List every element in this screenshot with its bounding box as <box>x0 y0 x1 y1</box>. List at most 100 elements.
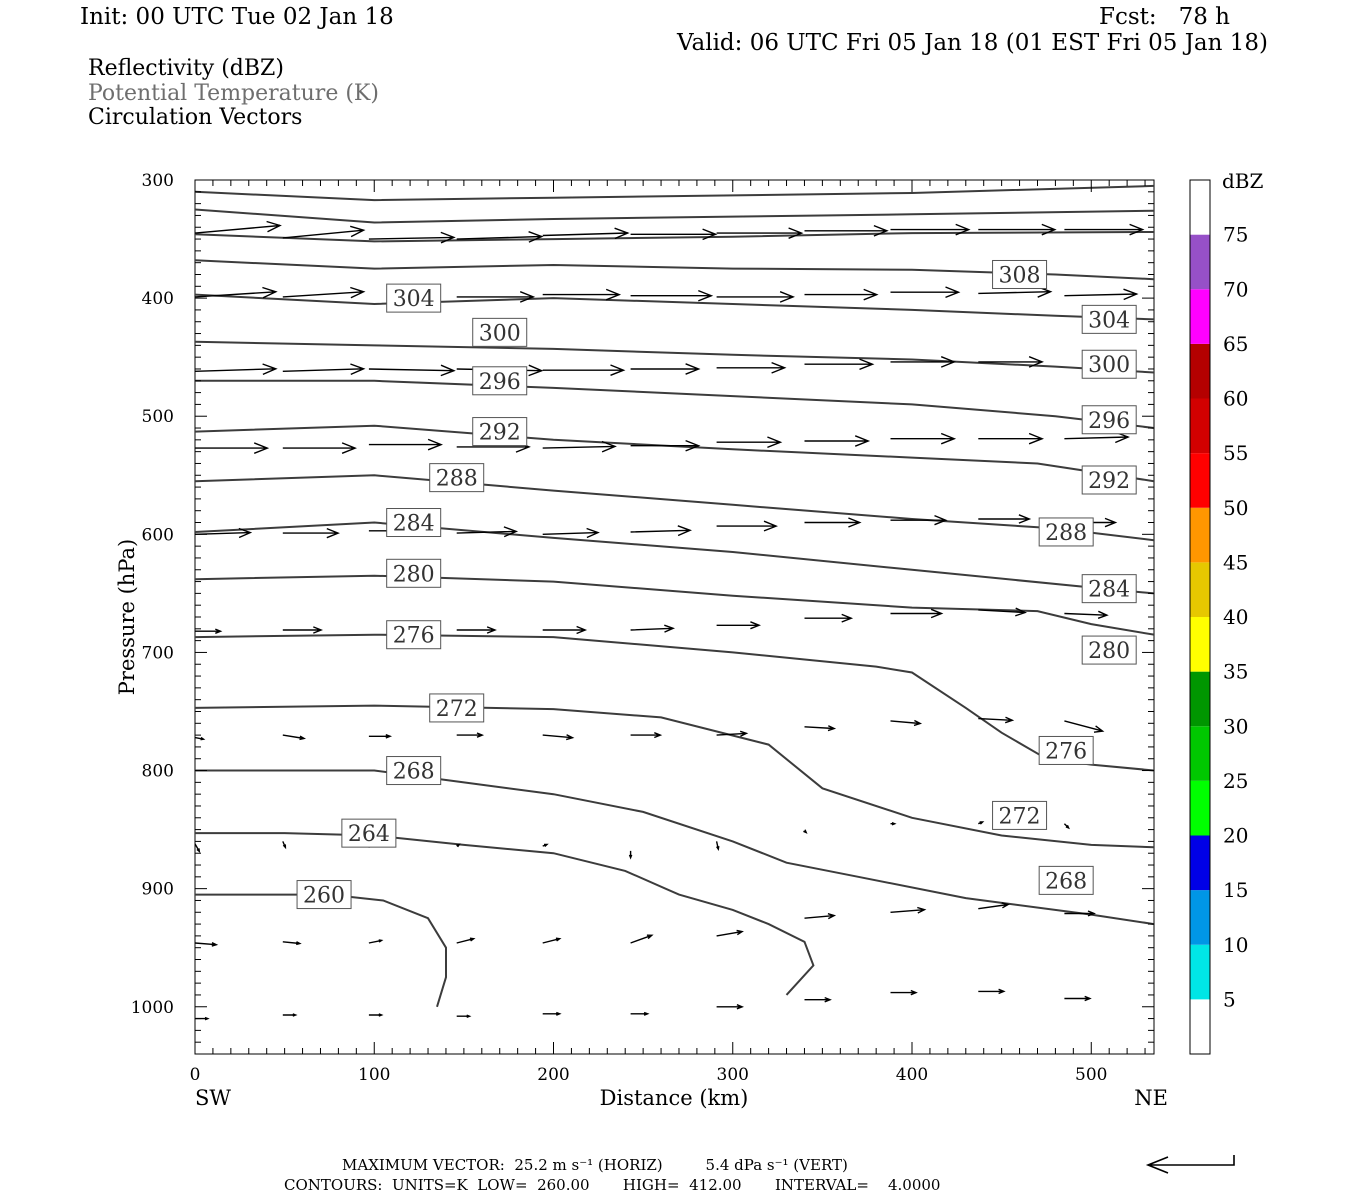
circulation-vector <box>195 843 201 854</box>
circulation-vector <box>978 432 1045 445</box>
x-axis-left-end-label: SW <box>195 1086 231 1110</box>
contour-label-304: 304 <box>1088 308 1130 333</box>
y-tick-label: 300 <box>142 171 174 191</box>
colorbar-segment <box>1190 180 1210 235</box>
circulation-vector <box>804 996 832 1003</box>
circulation-vector <box>630 934 654 944</box>
circulation-vector <box>630 363 701 375</box>
colorbar-unit: dBZ <box>1222 169 1264 193</box>
colorbar-segment <box>1190 999 1210 1054</box>
circulation-vector <box>456 526 519 538</box>
theta-contour-308 <box>195 259 1154 281</box>
init-time: Init: 00 UTC Tue 02 Jan 18 <box>80 4 394 30</box>
contour-label-284: 284 <box>1088 578 1130 603</box>
reference-vector <box>1145 1155 1235 1174</box>
circulation-vector <box>890 906 927 914</box>
valid-time: Valid: 06 UTC Fri 05 Jan 18 (01 EST Fri … <box>677 30 1268 56</box>
x-tick-label: 400 <box>896 1065 928 1085</box>
x-tick-label: 500 <box>1075 1065 1107 1085</box>
circulation-vector <box>542 734 575 741</box>
circulation-vector <box>195 363 278 376</box>
circulation-vector <box>715 841 720 851</box>
circulation-vector <box>630 732 663 739</box>
circulation-vector <box>630 228 718 241</box>
circulation-vector <box>716 621 761 630</box>
contour-label-box <box>429 693 485 723</box>
field-reflectivity: Reflectivity (dBZ) <box>88 56 284 81</box>
colorbar-segment <box>1190 671 1210 727</box>
circulation-vector <box>542 288 622 301</box>
contour-label-box <box>386 508 442 538</box>
circulation-vector <box>542 843 549 848</box>
theta-contour-304 <box>195 293 1154 321</box>
colorbar-label: 35 <box>1223 660 1248 684</box>
circulation-vector <box>282 442 357 454</box>
contour-label-box <box>1081 465 1137 495</box>
contour-label-296: 296 <box>1088 409 1130 434</box>
circulation-vector <box>804 517 862 528</box>
contour-label-box <box>1038 865 1094 895</box>
theta-contour-320 <box>195 184 1154 202</box>
circulation-vector <box>456 1014 472 1018</box>
circulation-vector <box>978 821 985 825</box>
circulation-vector <box>628 850 633 860</box>
x-axis-right-end-label: NE <box>1134 1086 1168 1110</box>
circulation-vector <box>978 607 1027 617</box>
contour-label-284: 284 <box>393 512 435 537</box>
contour-label-272: 272 <box>436 697 478 722</box>
y-tick-label: 700 <box>142 643 174 663</box>
colorbar-segment <box>1190 507 1210 563</box>
colorbar-label: 20 <box>1223 824 1248 848</box>
y-tick-label: 500 <box>142 407 174 427</box>
circulation-vector <box>195 736 206 741</box>
y-tick-label: 800 <box>142 762 174 782</box>
contour-label-288: 288 <box>436 467 478 492</box>
x-tick-label: 300 <box>717 1065 749 1085</box>
colorbar-label: 5 <box>1223 987 1236 1011</box>
contour-label-260: 260 <box>303 884 345 909</box>
y-tick-label: 400 <box>142 289 174 309</box>
circulation-vector <box>978 356 1044 368</box>
circulation-vector <box>456 231 544 243</box>
circulation-vector <box>282 626 323 634</box>
circulation-vector <box>890 514 948 526</box>
circulation-vector <box>195 442 270 454</box>
contour-label-300: 300 <box>479 321 521 346</box>
circulation-vector <box>716 1004 745 1010</box>
y-tick-label: 900 <box>142 880 174 900</box>
contour-label-292: 292 <box>1088 469 1130 494</box>
contour-label-280: 280 <box>1088 639 1130 664</box>
circulation-vector <box>1063 823 1070 830</box>
circulation-vector <box>456 626 497 634</box>
colorbar-label: 60 <box>1223 387 1248 411</box>
contour-label-box <box>296 880 352 910</box>
circulation-vector <box>368 438 443 451</box>
colorbar-label: 15 <box>1223 878 1248 902</box>
colorbar-label: 30 <box>1223 714 1248 738</box>
contour-label-box <box>472 417 528 447</box>
contour-label-box <box>992 800 1048 830</box>
contour-label-box <box>1081 304 1137 334</box>
contour-label-box <box>1081 349 1137 379</box>
colorbar-label: 25 <box>1223 769 1248 793</box>
circulation-vector <box>282 527 340 539</box>
circulation-vector <box>716 361 787 374</box>
y-axis-label: Pressure (hPa) <box>115 539 139 695</box>
contour-label-box <box>386 620 442 650</box>
circulation-vector <box>978 716 1015 724</box>
contour-label-box <box>386 756 442 786</box>
circulation-vector <box>804 725 837 732</box>
circulation-vector <box>282 225 366 239</box>
x-tick-label: 200 <box>537 1065 569 1085</box>
plot-frame <box>194 179 1155 1055</box>
contour-label-box <box>1038 735 1094 765</box>
circulation-vector <box>630 624 675 633</box>
colorbar-label: 55 <box>1223 441 1248 465</box>
colorbar-segment <box>1190 453 1210 508</box>
colorbar-label: 50 <box>1223 496 1248 520</box>
circulation-vector <box>630 525 692 537</box>
circulation-vector <box>1064 610 1109 619</box>
field-circulation-vectors: Circulation Vectors <box>88 105 303 130</box>
theta-contour-264 <box>195 832 815 996</box>
